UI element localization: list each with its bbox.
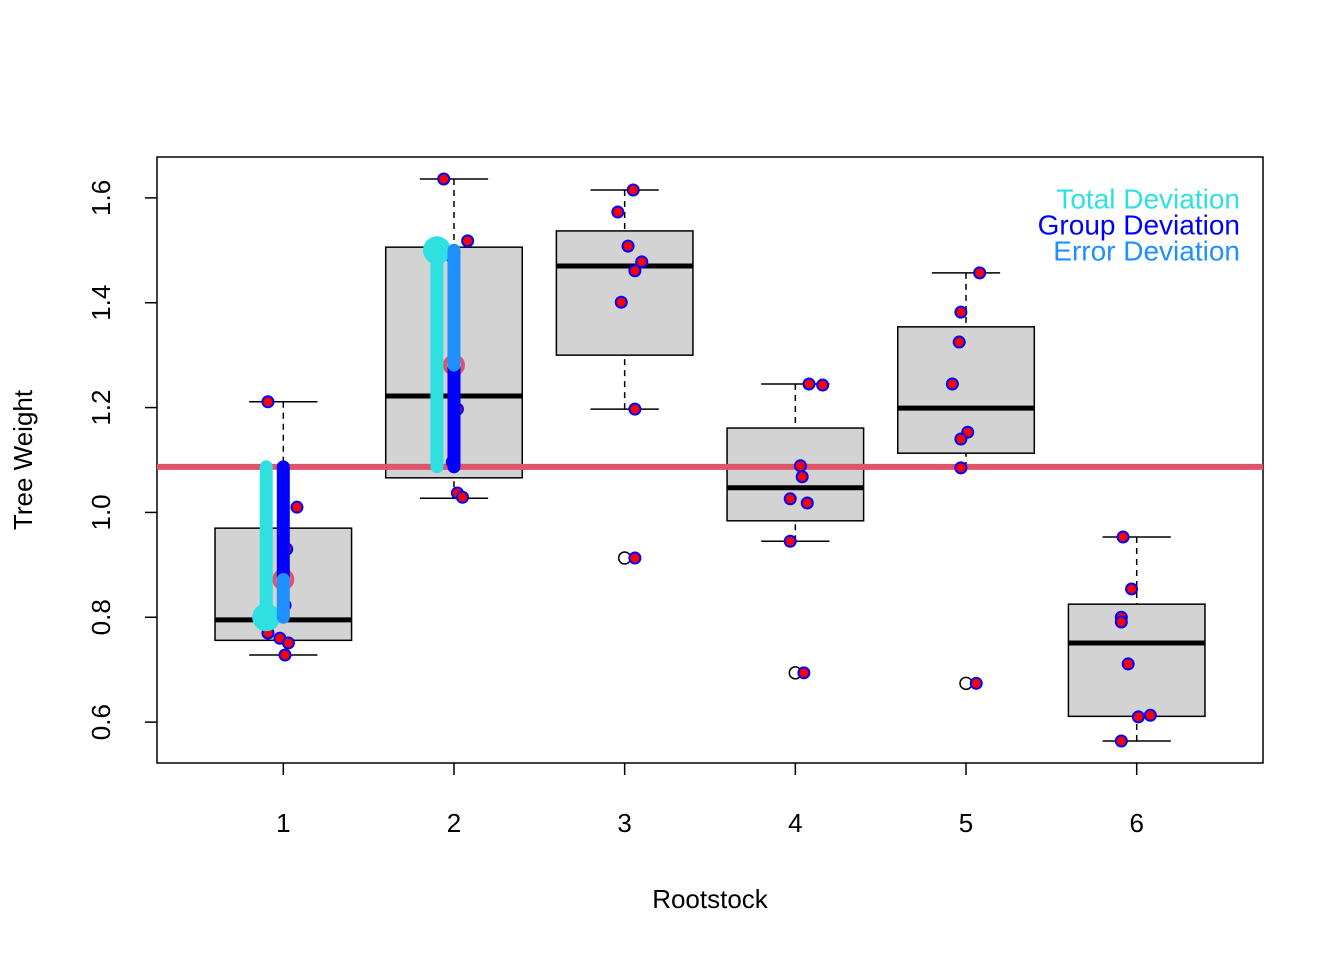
- plot-frame: [156, 156, 1264, 764]
- deviation-end: [252, 603, 281, 632]
- data-point: [1125, 582, 1139, 596]
- data-point: [1131, 710, 1145, 724]
- data-point: [969, 676, 983, 690]
- data-point: [1116, 530, 1130, 544]
- box: [726, 427, 865, 522]
- data-point: [783, 492, 797, 506]
- x-tick-label: 6: [1129, 808, 1143, 838]
- data-point: [945, 377, 959, 391]
- data-point: [797, 666, 811, 680]
- y-tick-label: 1.2: [86, 389, 116, 425]
- data-point: [635, 255, 649, 269]
- data-point: [437, 172, 451, 186]
- data-point: [793, 459, 807, 473]
- x-tick-label: 3: [617, 808, 631, 838]
- data-point: [278, 648, 292, 662]
- data-point: [456, 490, 470, 504]
- data-point: [611, 205, 625, 219]
- y-tick-label: 1.0: [86, 494, 116, 530]
- legend-entry: Total Deviation: [1056, 183, 1240, 214]
- x-tick-label: 2: [447, 808, 461, 838]
- data-point: [795, 470, 809, 484]
- y-tick-label: 1.6: [86, 180, 116, 216]
- data-point: [281, 636, 295, 650]
- data-point: [290, 500, 304, 514]
- data-point: [261, 395, 275, 409]
- data-point: [973, 266, 987, 280]
- data-point: [1114, 615, 1128, 629]
- data-point: [461, 234, 475, 248]
- data-point: [954, 305, 968, 319]
- y-axis-label: Tree Weight: [8, 389, 38, 530]
- data-point: [952, 335, 966, 349]
- data-point: [783, 534, 797, 548]
- y-tick-label: 1.4: [86, 285, 116, 321]
- data-point: [626, 183, 640, 197]
- data-point: [954, 432, 968, 446]
- data-point: [614, 295, 628, 309]
- box: [555, 230, 694, 356]
- y-tick-label: 0.8: [86, 599, 116, 635]
- data-point: [802, 377, 816, 391]
- data-point: [800, 496, 814, 510]
- x-tick-label: 1: [276, 808, 290, 838]
- data-point: [1121, 657, 1135, 671]
- y-tick-label: 0.6: [86, 704, 116, 740]
- data-point: [628, 402, 642, 416]
- data-point: [954, 461, 968, 475]
- x-tick-label: 4: [788, 808, 802, 838]
- x-tick-label: 5: [959, 808, 973, 838]
- data-point: [1114, 734, 1128, 748]
- legend-entry: Error Deviation: [1053, 235, 1240, 266]
- data-point: [816, 378, 830, 392]
- data-point: [621, 239, 635, 253]
- data-point: [1143, 708, 1157, 722]
- data-point: [628, 264, 642, 278]
- x-axis-label: Rootstock: [652, 884, 769, 914]
- deviation-end: [422, 236, 451, 265]
- box: [1067, 603, 1206, 718]
- legend-entry: Group Deviation: [1038, 209, 1240, 240]
- data-point: [628, 551, 642, 565]
